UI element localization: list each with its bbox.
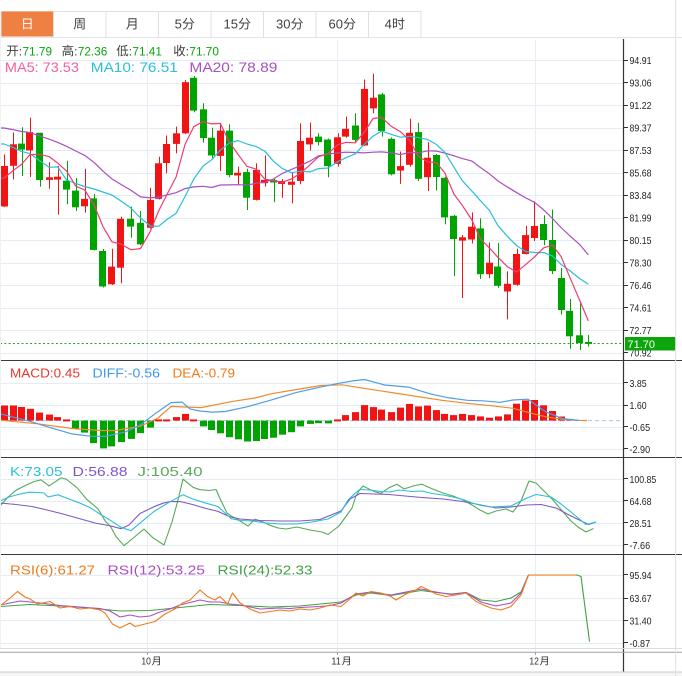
svg-text:94.91: 94.91 <box>630 55 652 67</box>
svg-text:64.68: 64.68 <box>630 496 652 508</box>
svg-text:80.15: 80.15 <box>630 235 652 247</box>
svg-text:DIFF:-0.56: DIFF:-0.56 <box>93 365 161 380</box>
svg-text:MA5: 73.53: MA5: 73.53 <box>5 60 79 75</box>
svg-text:89.37: 89.37 <box>630 123 652 135</box>
svg-text:83.84: 83.84 <box>630 190 652 202</box>
svg-text:K:73.05: K:73.05 <box>10 464 62 479</box>
svg-text:0: 0 <box>283 17 290 32</box>
svg-text:RSI(24):52.33: RSI(24):52.33 <box>218 562 313 577</box>
svg-text:1.60: 1.60 <box>630 400 647 412</box>
svg-text:28.51: 28.51 <box>630 518 652 530</box>
svg-text:D:56.88: D:56.88 <box>73 464 128 479</box>
svg-text::: : <box>186 44 189 58</box>
svg-text:74.61: 74.61 <box>630 303 652 315</box>
svg-text:71.70: 71.70 <box>628 339 656 351</box>
svg-text:85.68: 85.68 <box>630 168 652 180</box>
svg-text:93.06: 93.06 <box>630 78 652 90</box>
svg-text:RSI(6):61.27: RSI(6):61.27 <box>10 562 95 577</box>
svg-text:MA10: 76.51: MA10: 76.51 <box>91 60 178 75</box>
svg-text:RSI(12):53.25: RSI(12):53.25 <box>108 562 206 577</box>
svg-text:5: 5 <box>231 17 238 32</box>
svg-text:-0.65: -0.65 <box>630 422 651 434</box>
svg-text:31.40: 31.40 <box>630 615 652 627</box>
svg-text:4: 4 <box>385 17 392 32</box>
svg-text:-7.66: -7.66 <box>630 540 651 552</box>
svg-text:71.70: 71.70 <box>189 44 219 58</box>
svg-text:MA20: 78.89: MA20: 78.89 <box>189 60 277 75</box>
svg-text:-2.90: -2.90 <box>630 444 651 456</box>
svg-text:76.46: 76.46 <box>630 280 652 292</box>
svg-text:6: 6 <box>329 17 336 32</box>
svg-text:95.94: 95.94 <box>630 570 652 582</box>
svg-text:72.77: 72.77 <box>630 325 652 337</box>
svg-text:DEA:-0.79: DEA:-0.79 <box>173 365 236 380</box>
svg-text:63.67: 63.67 <box>630 593 652 605</box>
svg-text::: : <box>19 44 22 58</box>
svg-text:J:105.40: J:105.40 <box>138 464 203 479</box>
svg-text:5: 5 <box>175 17 182 32</box>
svg-text:10: 10 <box>141 657 151 668</box>
svg-text:71.79: 71.79 <box>23 44 53 58</box>
svg-text:72.36: 72.36 <box>78 44 108 58</box>
svg-text:11: 11 <box>331 657 341 668</box>
svg-text:1: 1 <box>224 17 231 32</box>
svg-text:3: 3 <box>276 17 283 32</box>
svg-text:MACD:0.45: MACD:0.45 <box>10 365 80 380</box>
svg-text:71.41: 71.41 <box>132 44 162 58</box>
svg-text:87.53: 87.53 <box>630 145 652 157</box>
svg-text::: : <box>129 44 132 58</box>
svg-text:100.85: 100.85 <box>630 474 657 486</box>
svg-text:-0.87: -0.87 <box>630 638 651 650</box>
svg-text:12: 12 <box>529 657 539 668</box>
svg-text::: : <box>74 44 77 58</box>
svg-text:3.85: 3.85 <box>630 378 647 390</box>
svg-text:91.22: 91.22 <box>630 100 652 112</box>
svg-text:0: 0 <box>336 17 343 32</box>
svg-text:81.99: 81.99 <box>630 213 652 225</box>
svg-text:78.30: 78.30 <box>630 258 652 270</box>
